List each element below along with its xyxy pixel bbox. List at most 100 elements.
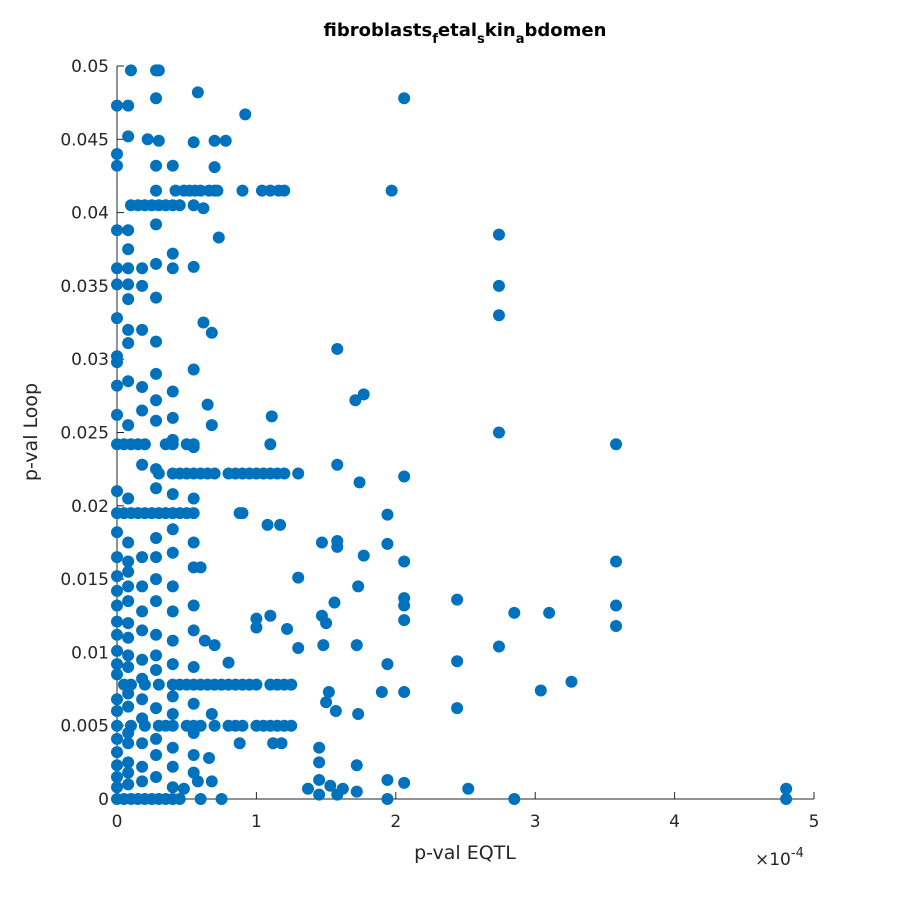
point (543, 606, 556, 619)
point (111, 584, 123, 597)
point (250, 678, 263, 691)
point (187, 749, 200, 762)
point (166, 546, 179, 559)
point (610, 620, 623, 633)
point (166, 385, 179, 398)
point (331, 540, 344, 553)
point (780, 782, 793, 795)
point (352, 580, 365, 593)
point (150, 482, 163, 495)
point (381, 508, 394, 521)
point (203, 751, 216, 764)
point (274, 518, 287, 531)
point (122, 419, 135, 432)
point (136, 624, 149, 637)
point (136, 760, 149, 773)
point (166, 523, 179, 536)
point (122, 700, 135, 713)
point (122, 595, 135, 608)
point (111, 147, 123, 160)
point (136, 653, 149, 666)
point (324, 779, 337, 792)
point (122, 565, 135, 578)
point (122, 243, 135, 256)
point (264, 438, 277, 451)
point (150, 394, 163, 407)
point (166, 159, 179, 172)
point (451, 655, 464, 668)
point (111, 658, 123, 671)
point (187, 136, 200, 149)
point (398, 555, 411, 568)
point (381, 658, 394, 671)
point (281, 622, 294, 635)
point (166, 580, 179, 593)
point (350, 785, 363, 798)
point (152, 678, 165, 691)
y-axis-label: p-val Loop (20, 383, 42, 481)
point (239, 108, 252, 121)
point (350, 759, 363, 772)
point (111, 312, 123, 325)
point (150, 595, 163, 608)
y-tick-label: 0.04 (71, 204, 109, 224)
point (492, 279, 505, 292)
point (357, 388, 370, 401)
point (122, 778, 135, 791)
point (264, 184, 277, 197)
point (398, 685, 411, 698)
point (313, 773, 326, 786)
chart-title: fibroblastsfetalskinabdomen (324, 20, 607, 47)
point (275, 737, 288, 750)
point (150, 159, 163, 172)
point (205, 707, 218, 720)
point (122, 293, 135, 306)
point (208, 467, 221, 480)
point (187, 727, 200, 740)
point (166, 741, 179, 754)
point (122, 555, 135, 568)
point (111, 599, 123, 612)
x-multiplier: ×10-4 (755, 846, 804, 870)
point (136, 605, 149, 618)
point (462, 782, 475, 795)
point (136, 458, 149, 471)
point (166, 690, 179, 703)
point (285, 719, 298, 732)
point (398, 776, 411, 789)
point (236, 184, 249, 197)
point (136, 737, 149, 750)
point (381, 773, 394, 786)
point (122, 766, 135, 779)
point (111, 705, 123, 718)
y-tick-label: 0 (98, 790, 109, 810)
point (136, 279, 149, 292)
x-tick-label: 4 (669, 812, 680, 832)
point (194, 561, 207, 574)
point (173, 793, 186, 805)
x-tick-label: 5 (809, 812, 820, 832)
point (398, 470, 411, 483)
point (194, 793, 207, 805)
point (111, 526, 123, 539)
point (267, 737, 280, 750)
point (610, 438, 623, 451)
point (166, 488, 179, 501)
point (122, 727, 135, 740)
point (187, 661, 200, 674)
point (187, 363, 200, 376)
point (313, 788, 326, 801)
point (111, 159, 123, 172)
point (111, 224, 123, 237)
point (197, 202, 210, 215)
point (122, 661, 135, 674)
point (111, 693, 123, 706)
point (152, 134, 165, 147)
point (292, 467, 305, 480)
point (375, 685, 388, 698)
point (381, 537, 394, 550)
point (191, 86, 204, 99)
